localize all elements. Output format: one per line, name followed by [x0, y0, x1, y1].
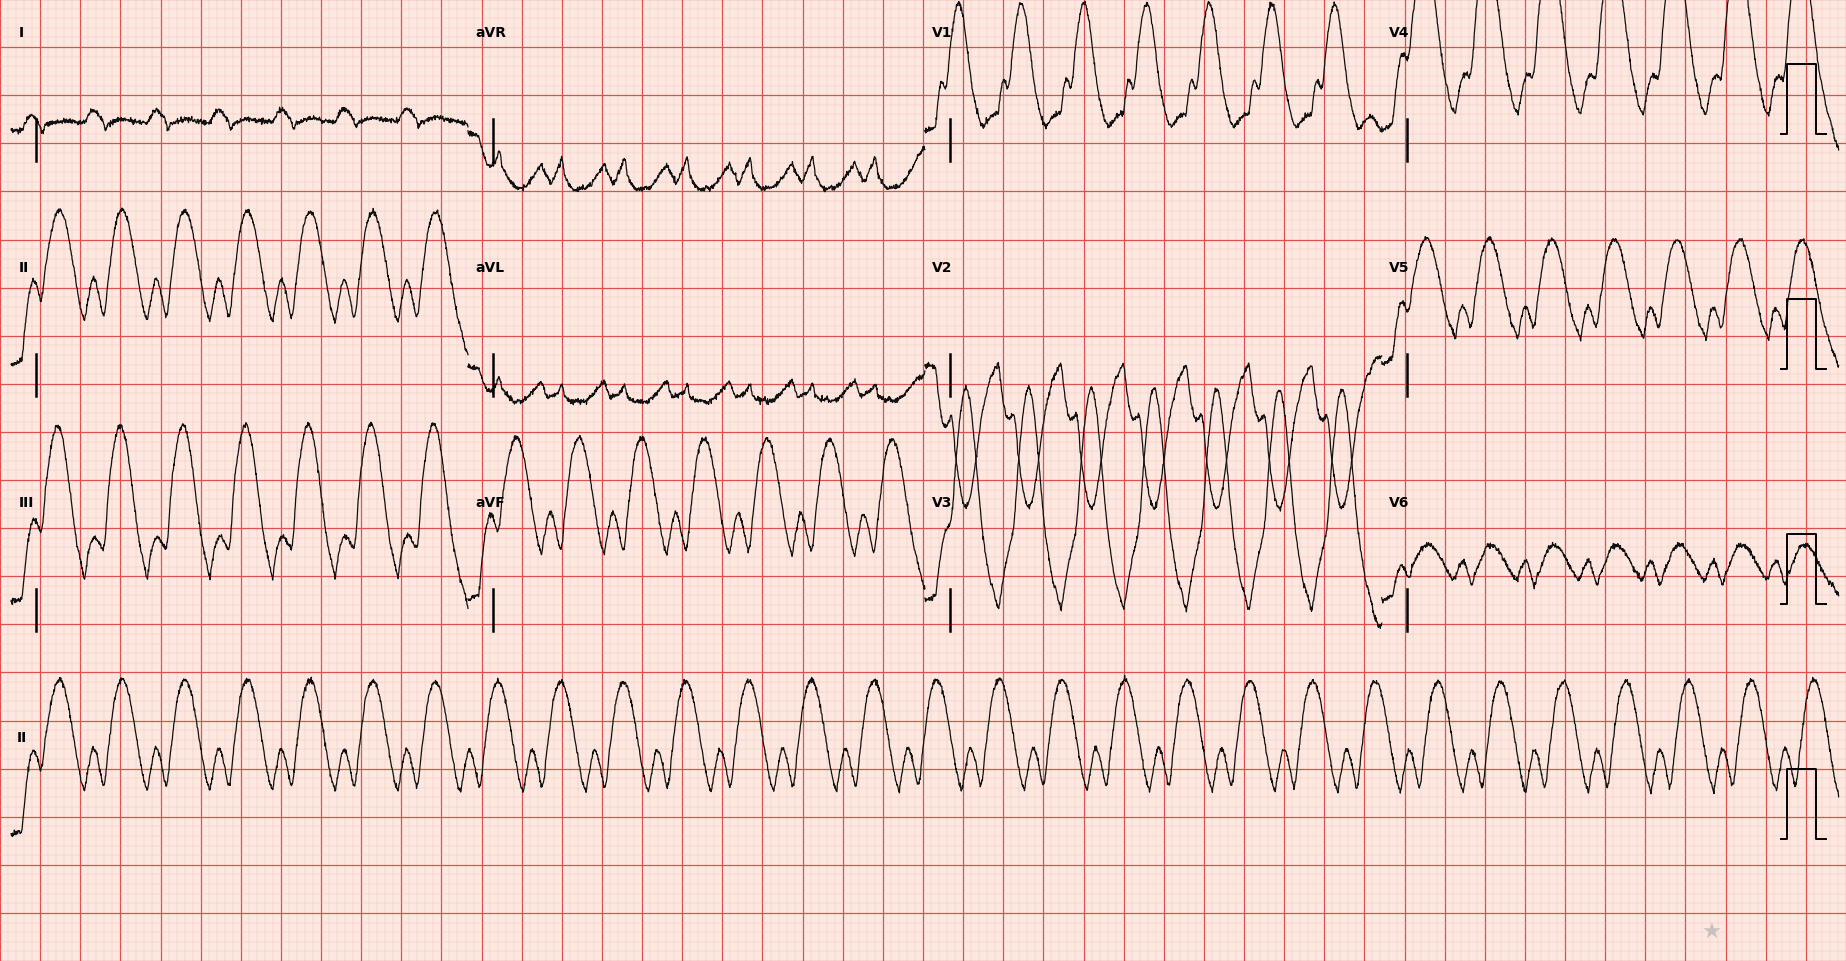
- Text: III: III: [18, 496, 33, 509]
- Text: aVF: aVF: [476, 496, 506, 509]
- Text: aVR: aVR: [476, 26, 506, 40]
- Text: V2: V2: [932, 261, 953, 275]
- Text: V6: V6: [1388, 496, 1410, 509]
- Text: V3: V3: [932, 496, 953, 509]
- Text: II: II: [17, 730, 28, 745]
- Text: aVL: aVL: [476, 261, 504, 275]
- Text: V5: V5: [1388, 261, 1410, 275]
- Text: V4: V4: [1388, 26, 1410, 40]
- Text: II: II: [18, 261, 30, 275]
- Text: V1: V1: [932, 26, 953, 40]
- Text: I: I: [18, 26, 24, 40]
- Text: ★: ★: [1702, 923, 1720, 942]
